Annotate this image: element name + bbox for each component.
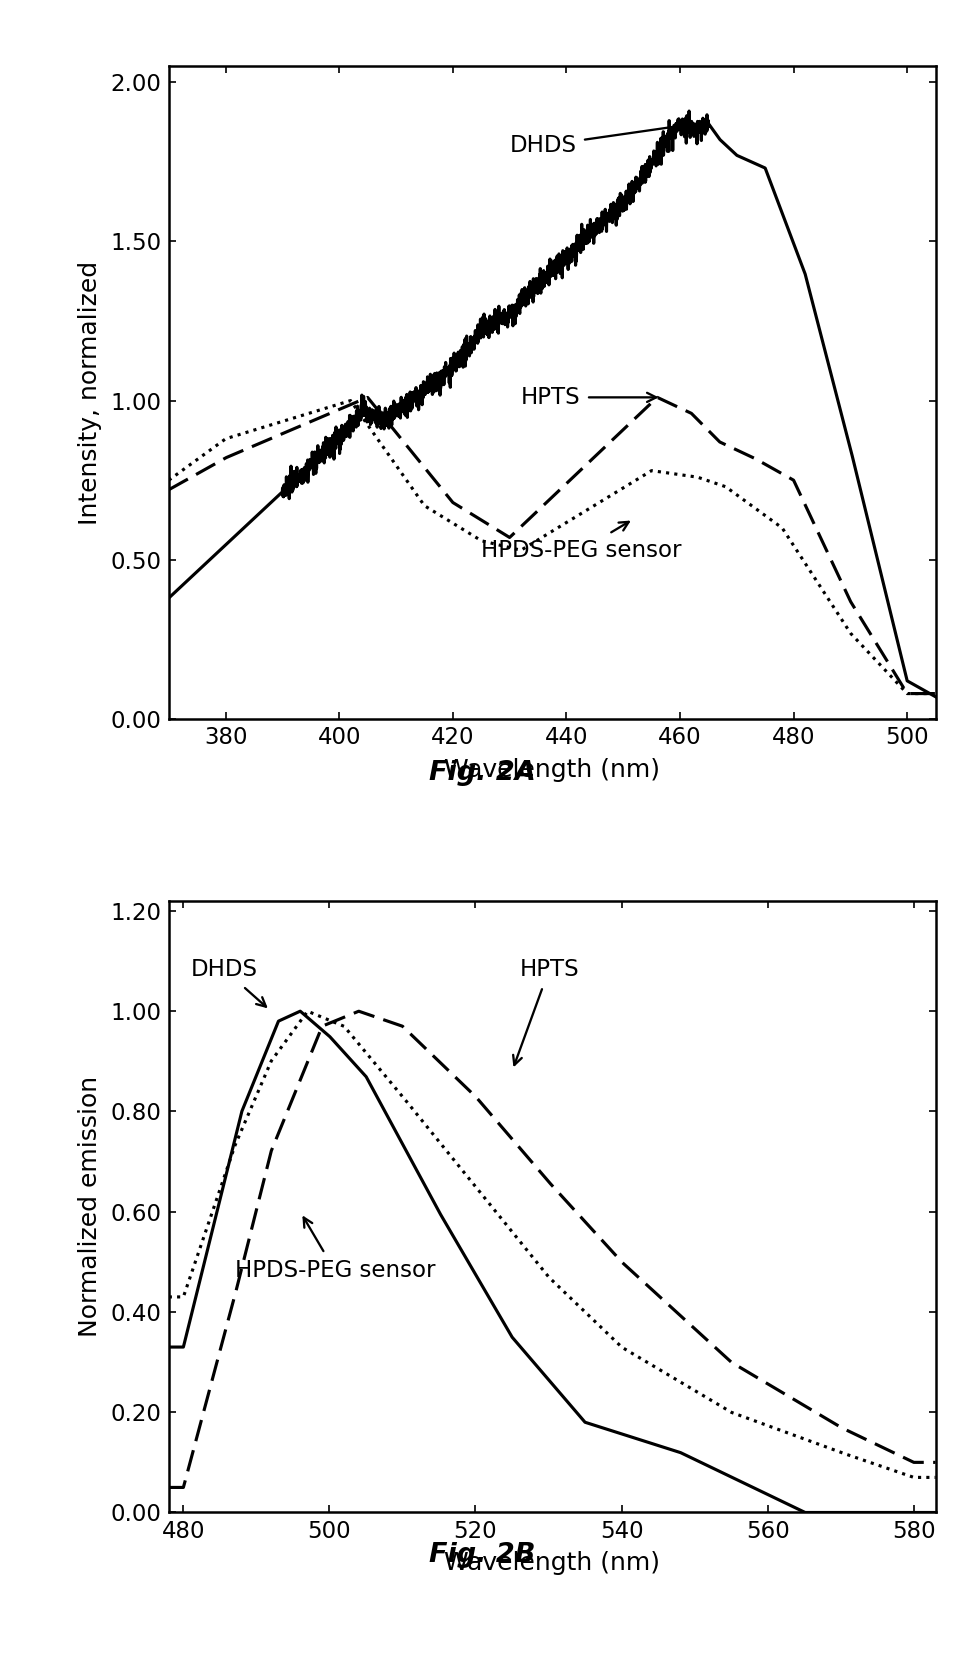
Text: DHDS: DHDS <box>191 959 266 1007</box>
Text: Fig. 2A: Fig. 2A <box>429 760 535 787</box>
Text: DHDS: DHDS <box>509 121 690 157</box>
Text: HPTS: HPTS <box>521 385 656 408</box>
Text: HPTS: HPTS <box>513 959 578 1065</box>
Text: HPDS-PEG sensor: HPDS-PEG sensor <box>481 522 682 562</box>
Y-axis label: Intensity, normalized: Intensity, normalized <box>78 261 102 524</box>
X-axis label: Wavelength (nm): Wavelength (nm) <box>444 757 659 782</box>
X-axis label: Wavelength (nm): Wavelength (nm) <box>444 1551 659 1575</box>
Y-axis label: Normalized emission: Normalized emission <box>78 1076 102 1337</box>
Text: Fig. 2B: Fig. 2B <box>429 1542 535 1569</box>
Text: HPDS-PEG sensor: HPDS-PEG sensor <box>234 1218 435 1281</box>
